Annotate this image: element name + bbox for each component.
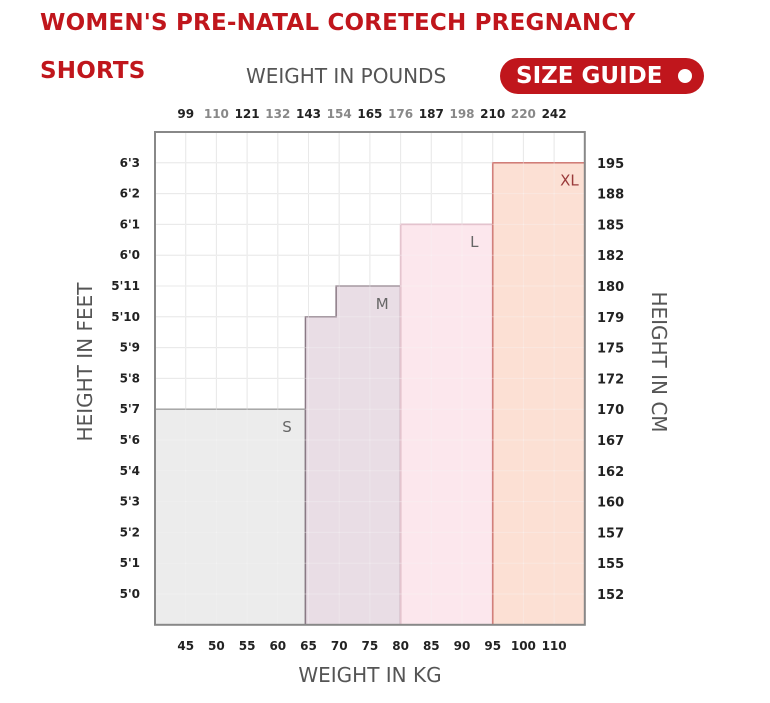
size-label-s: S: [282, 418, 292, 436]
x-bottom-tick: 55: [239, 639, 256, 653]
title-line-2: SHORTS: [40, 58, 146, 84]
chart-frame: [154, 131, 586, 626]
y-left-tick: 5'9: [120, 341, 140, 355]
x-bottom-tick: 70: [331, 639, 348, 653]
y-left-tick: 6'3: [120, 156, 140, 170]
x-top-tick: 210: [480, 107, 505, 121]
size-region-s: [154, 408, 307, 626]
size-guide-text: SIZE GUIDE: [516, 63, 663, 89]
size-label-l: L: [470, 233, 479, 251]
x-bottom-tick: 100: [511, 639, 536, 653]
y-left-tick: 5'1: [120, 556, 140, 570]
x-bottom-tick: 90: [454, 639, 471, 653]
x-bottom-tick: 75: [362, 639, 379, 653]
y-left-tick: 5'6: [120, 433, 140, 447]
y-left-tick: 6'1: [120, 217, 140, 231]
y-right-tick: 195: [597, 157, 624, 172]
y-right-tick: 167: [597, 434, 624, 449]
weight-pounds-label: WEIGHT IN POUNDS: [246, 64, 447, 88]
x-bottom-label: WEIGHT IN KG: [298, 663, 441, 687]
size-guide-badge: SIZE GUIDE: [500, 58, 704, 94]
size-label-m: M: [376, 295, 389, 313]
y-right-tick: 188: [597, 188, 624, 203]
y-right-tick: 155: [597, 557, 624, 572]
x-top-tick: 121: [235, 107, 260, 121]
y-left-tick: 5'4: [120, 464, 140, 478]
x-top-tick: 198: [449, 107, 474, 121]
x-bottom-tick: 80: [392, 639, 409, 653]
y-left-tick: 6'0: [120, 248, 140, 262]
y-right-label: HEIGHT IN CM: [647, 291, 671, 432]
y-left-tick: 6'2: [120, 187, 140, 201]
y-right-tick: 180: [597, 280, 624, 295]
x-top-tick: 132: [265, 107, 290, 121]
y-right-tick: 182: [597, 249, 624, 264]
y-left-tick: 5'11: [111, 279, 140, 293]
y-right-tick: 170: [597, 403, 624, 418]
size-region-xl: [491, 162, 586, 626]
y-right-tick: 175: [597, 342, 624, 357]
dot-icon: [678, 69, 692, 83]
x-bottom-tick: 60: [269, 639, 286, 653]
y-left-tick: 5'7: [120, 402, 140, 416]
x-bottom-tick: 50: [208, 639, 225, 653]
x-top-tick: 99: [177, 107, 194, 121]
x-top-tick: 143: [296, 107, 321, 121]
size-region-l: [399, 223, 494, 626]
x-top-tick: 110: [204, 107, 229, 121]
x-bottom-tick: 95: [484, 639, 501, 653]
y-right-tick: 162: [597, 465, 624, 480]
title-line-1: WOMEN'S PRE-NATAL CORETECH PREGNANCY: [40, 10, 636, 36]
x-top-tick: 242: [542, 107, 567, 121]
y-left-tick: 5'3: [120, 495, 140, 509]
x-top-tick: 165: [357, 107, 382, 121]
y-right-tick: 152: [597, 588, 624, 603]
y-left-label: HEIGHT IN FEET: [73, 282, 97, 442]
y-left-tick: 5'0: [120, 587, 140, 601]
x-top-tick: 154: [327, 107, 352, 121]
x-top-tick: 187: [419, 107, 444, 121]
y-left-tick: 5'10: [111, 310, 140, 324]
y-right-tick: 185: [597, 218, 624, 233]
y-right-tick: 160: [597, 496, 624, 511]
x-bottom-tick: 110: [542, 639, 567, 653]
y-left-tick: 5'2: [120, 525, 140, 539]
y-right-tick: 172: [597, 372, 624, 387]
size-label-xl: XL: [560, 172, 579, 190]
size-region-m: [304, 285, 402, 626]
x-bottom-tick: 45: [177, 639, 194, 653]
y-right-tick: 157: [597, 526, 624, 541]
x-bottom-tick: 85: [423, 639, 440, 653]
y-left-tick: 5'8: [120, 371, 140, 385]
x-top-tick: 220: [511, 107, 536, 121]
y-right-tick: 179: [597, 311, 624, 326]
x-top-tick: 176: [388, 107, 413, 121]
x-bottom-tick: 65: [300, 639, 317, 653]
